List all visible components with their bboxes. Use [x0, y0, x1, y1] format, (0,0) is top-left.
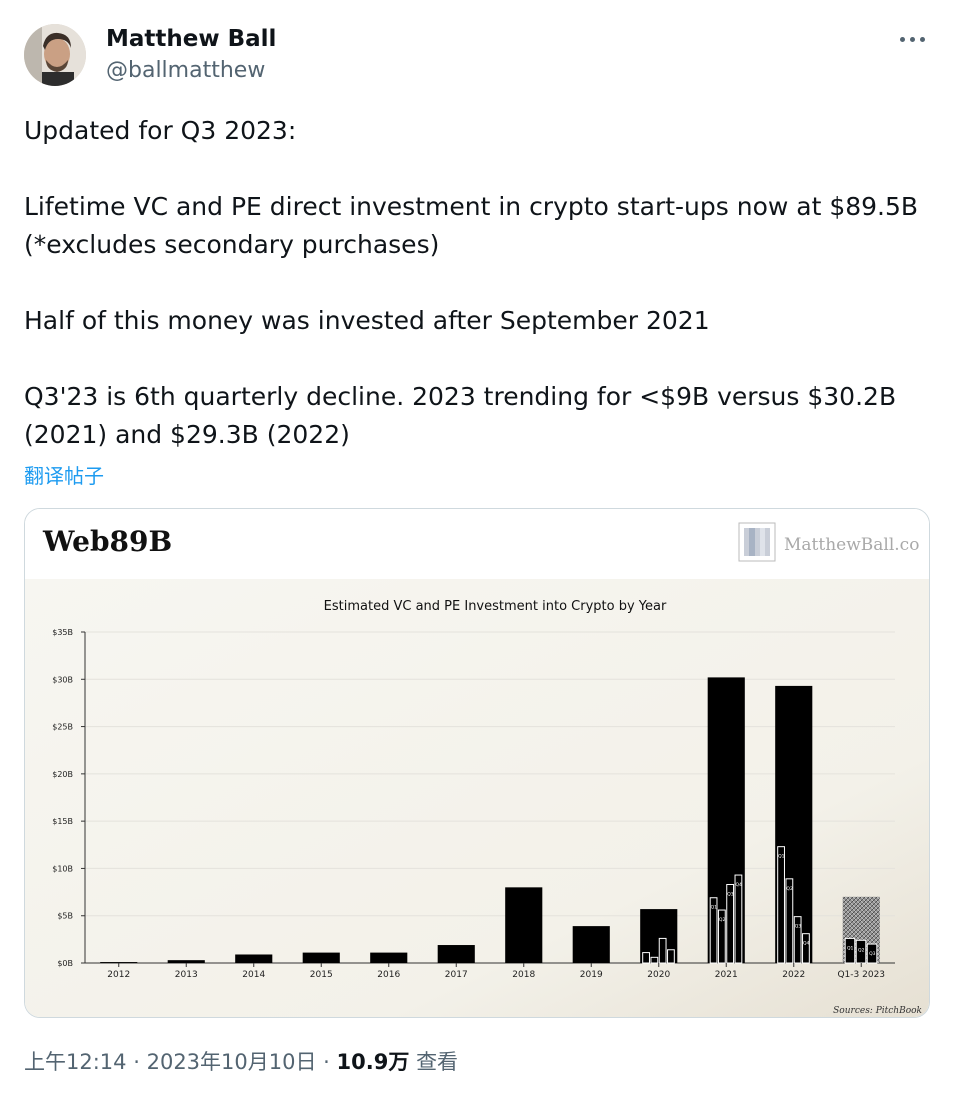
quarter-label: Q1	[711, 905, 718, 911]
y-tick-label: $30B	[52, 675, 73, 684]
quarter-bar	[844, 937, 856, 964]
y-tick-label: $5B	[57, 912, 73, 921]
quarter-label: Q4	[735, 882, 742, 888]
quarter-bar	[726, 884, 735, 964]
meta-separator: ·	[133, 1050, 140, 1074]
quarter-label: Q2	[786, 886, 793, 892]
y-tick-label: $15B	[52, 817, 73, 826]
tweet-line: Updated for Q3 2023:	[24, 116, 297, 145]
chart-title: Estimated VC and PE Investment into Cryp…	[324, 599, 667, 614]
quarter-label: Q2	[719, 917, 726, 923]
y-tick-label: $25B	[52, 723, 73, 732]
x-tick-label: Q1-3 2023	[837, 970, 885, 980]
quarter-bar	[650, 956, 659, 964]
quarter-label: Q1	[778, 854, 785, 860]
quarter-bar	[667, 949, 675, 964]
bar	[370, 952, 408, 963]
author-handle[interactable]: @ballmatthew	[106, 58, 266, 83]
y-tick-label: $20B	[52, 770, 73, 779]
matthewball-logo	[738, 522, 776, 562]
x-tick-label: 2022	[782, 970, 805, 980]
x-tick-label: 2014	[242, 970, 265, 980]
quarter-bar	[658, 937, 667, 964]
avatar-image	[24, 24, 86, 86]
quarter-bar	[793, 916, 802, 964]
meta-separator: ·	[323, 1050, 330, 1074]
tweet-line: Q3'23 is 6th quarterly decline. 2023 tre…	[24, 382, 897, 449]
more-options-icon[interactable]	[898, 24, 928, 54]
x-tick-label: 2016	[377, 970, 400, 980]
x-tick-label: 2012	[107, 970, 130, 980]
tweet-line: Lifetime VC and PE direct investment in …	[24, 192, 919, 259]
tweet-image[interactable]: Web89B MatthewBall.co Estimated VC and P…	[24, 508, 930, 1018]
quarter-label: Q1	[847, 945, 854, 951]
view-count: 10.9万	[336, 1050, 410, 1074]
tweet-text: Updated for Q3 2023: Lifetime VC and PE …	[24, 112, 924, 454]
quarter-bar	[709, 897, 718, 964]
bar	[100, 962, 138, 963]
bar	[235, 954, 273, 963]
bar	[505, 887, 543, 963]
quarter-label: Q3	[869, 951, 876, 957]
quarter-bar	[734, 874, 743, 964]
quarter-bar	[785, 878, 794, 964]
tweet-time[interactable]: 上午12:14	[24, 1050, 127, 1074]
x-tick-label: 2018	[512, 970, 535, 980]
quarter-label: Q3	[795, 924, 802, 930]
quarter-bar	[802, 933, 810, 964]
tweet-date[interactable]: 2023年10月10日	[146, 1050, 317, 1074]
brand-title: Web89B	[42, 525, 172, 558]
logo-text: MatthewBall.co	[784, 535, 919, 555]
translate-post-link[interactable]: 翻译帖子	[24, 466, 104, 488]
bar	[572, 926, 610, 963]
x-tick-label: 2013	[175, 970, 198, 980]
tweet-line: Half of this money was invested after Se…	[24, 306, 710, 335]
quarter-label: Q4	[803, 941, 810, 947]
quarter-label: Q2	[858, 947, 865, 953]
tweet-meta: 上午12:14 · 2023年10月10日 · 10.9万 查看	[24, 1046, 458, 1076]
bar	[167, 960, 205, 963]
x-tick-label: 2019	[580, 970, 603, 980]
y-tick-label: $35B	[52, 628, 73, 637]
bar	[437, 945, 475, 963]
views-label: 查看	[416, 1050, 459, 1074]
quarter-bar	[717, 909, 726, 964]
y-tick-label: $0B	[57, 959, 73, 968]
x-tick-label: 2021	[715, 970, 738, 980]
quarter-bar	[866, 943, 878, 964]
investment-chart: Web89B MatthewBall.co Estimated VC and P…	[25, 509, 929, 1017]
bar	[302, 952, 340, 963]
sources-note: Sources: PitchBook	[833, 1006, 922, 1016]
x-tick-label: 2015	[310, 970, 333, 980]
x-tick-label: 2017	[445, 970, 468, 980]
author-name[interactable]: Matthew Ball	[106, 26, 277, 52]
quarter-label: Q3	[727, 892, 734, 898]
author-avatar[interactable]	[24, 24, 86, 86]
x-tick-label: 2020	[647, 970, 670, 980]
y-tick-label: $10B	[52, 864, 73, 873]
quarter-bar	[642, 952, 650, 964]
quarter-bar	[777, 846, 785, 964]
